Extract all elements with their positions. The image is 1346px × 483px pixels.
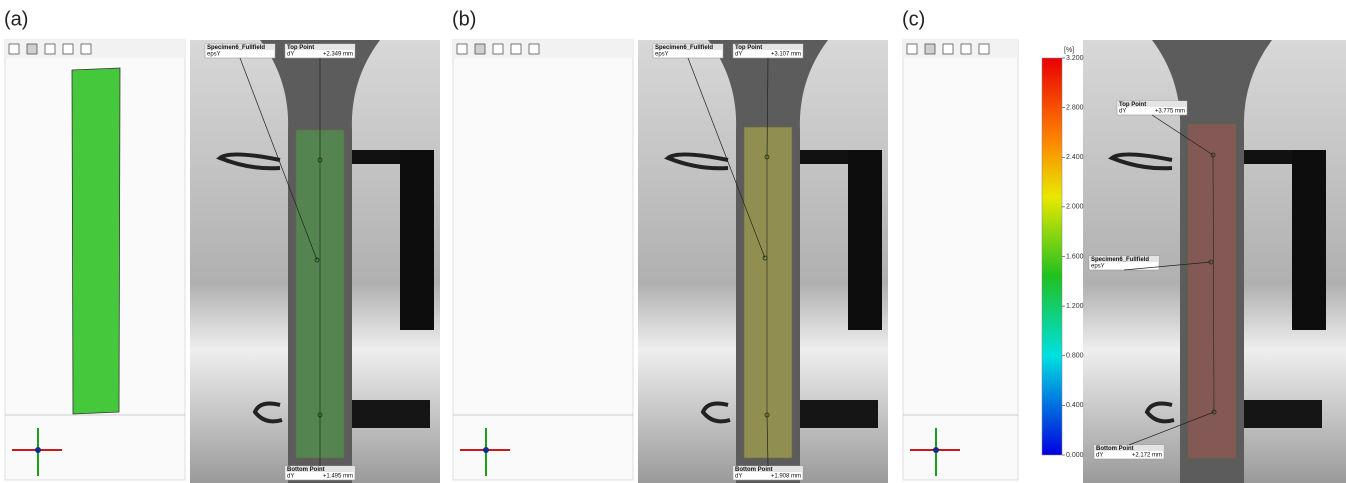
callout-component: dY (287, 474, 294, 480)
fixture-lower (1242, 400, 1322, 428)
callout-title: Specimen6_Fullfield (655, 45, 713, 51)
callout-title: Bottom Point (1096, 446, 1134, 452)
callout-component: epsY (207, 52, 221, 58)
toolbar-button[interactable] (9, 44, 19, 54)
panel-label: (c) (902, 8, 925, 30)
colorbar-tick-label: 2.800 (1066, 104, 1084, 111)
colorbar-tick-label: 1.200 (1066, 303, 1084, 310)
toolbar-button[interactable] (493, 44, 503, 54)
fixture-lower (350, 400, 430, 428)
axis-origin (933, 447, 939, 453)
toolbar-button[interactable] (529, 44, 539, 54)
colorbar-tick-label: 0.000 (1066, 452, 1084, 459)
callout-value: +1.495 mm (323, 474, 353, 480)
callout-value: +2.172 mm (1132, 453, 1162, 459)
strain-overlay (744, 127, 792, 458)
colorbar-unit: [%] (1064, 47, 1074, 54)
toolbar-button[interactable] (475, 44, 485, 54)
toolbar-button[interactable] (961, 44, 971, 54)
viewer-area (903, 40, 1018, 480)
colorbar-tick-label: 0.400 (1066, 402, 1084, 409)
axis-origin (35, 447, 41, 453)
callout-value: +1.908 mm (771, 474, 801, 480)
fixture-column (848, 150, 882, 330)
toolbar-button[interactable] (943, 44, 953, 54)
toolbar-button[interactable] (457, 44, 467, 54)
callout-component: dY (1096, 453, 1103, 459)
figure: (a)Specimen6_FullfieldepsYTop PointdY+2.… (0, 0, 1346, 483)
callout-value: +2.349 mm (323, 52, 353, 58)
colorbar-tick-label: 3.200 (1066, 55, 1084, 62)
callout-title: Specimen6_Fullfield (1091, 257, 1149, 263)
fixture-column (1292, 150, 1326, 330)
toolbar-button[interactable] (27, 44, 37, 54)
toolbar-button[interactable] (907, 44, 917, 54)
colorbar-tick-label: 2.000 (1066, 204, 1084, 211)
callout-title: Top Point (287, 45, 314, 51)
fixture-column (400, 150, 434, 330)
callout-component: dY (1119, 109, 1126, 115)
fixture-lower (798, 400, 878, 428)
toolbar-button[interactable] (81, 44, 91, 54)
callout-component: dY (735, 52, 742, 58)
callout-component: dY (287, 52, 294, 58)
callout-title: Bottom Point (287, 467, 325, 473)
callout-component: epsY (655, 52, 669, 58)
toolbar-button[interactable] (979, 44, 989, 54)
toolbar-button[interactable] (45, 44, 55, 54)
colorbar (1042, 58, 1062, 455)
callout-title: Top Point (735, 45, 762, 51)
axis-origin (483, 447, 489, 453)
callout-value: +3.107 mm (771, 52, 801, 58)
viewer-area (453, 40, 633, 480)
callout-component: epsY (1091, 264, 1105, 270)
callout-title: Bottom Point (735, 467, 773, 473)
strain-overlay (1188, 124, 1236, 458)
callout-value: +3.775 mm (1155, 109, 1185, 115)
panel-label: (b) (452, 8, 476, 30)
viewer-toolbar (903, 40, 1018, 58)
callout-title: Top Point (1119, 102, 1146, 108)
toolbar-button[interactable] (925, 44, 935, 54)
panel-label: (a) (4, 8, 28, 30)
colorbar-tick-label: 1.600 (1066, 253, 1084, 260)
colorbar-tick-label: 0.800 (1066, 353, 1084, 360)
callout-title: Specimen6_Fullfield (207, 45, 265, 51)
strain-strip (72, 68, 120, 414)
toolbar-button[interactable] (511, 44, 521, 54)
callout-component: dY (735, 474, 742, 480)
toolbar-button[interactable] (63, 44, 73, 54)
colorbar-tick-label: 2.400 (1066, 154, 1084, 161)
